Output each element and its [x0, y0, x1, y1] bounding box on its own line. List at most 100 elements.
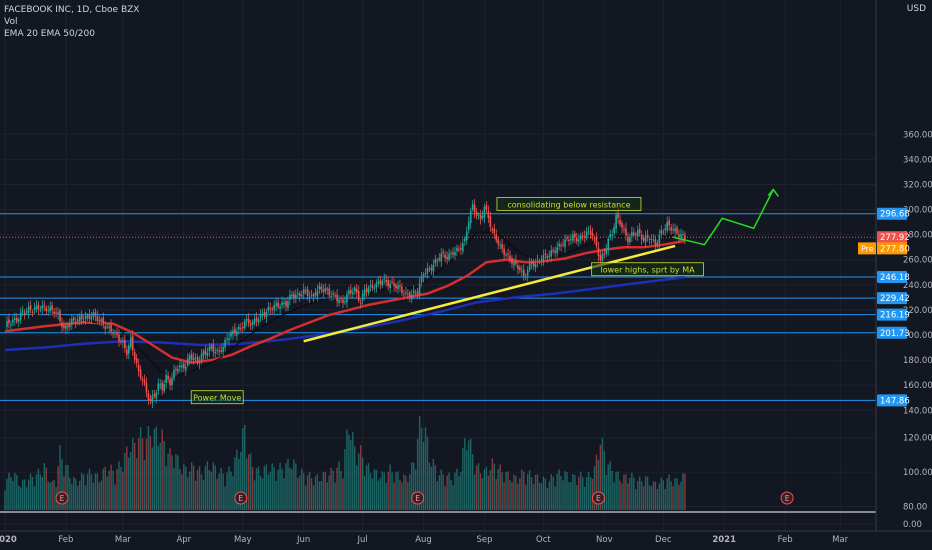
earnings-marker [234, 491, 248, 505]
candle-body [12, 319, 14, 323]
volume-bar [381, 471, 383, 510]
candle-body [519, 267, 521, 271]
candle-body [314, 292, 317, 296]
volume-bar [295, 463, 297, 510]
candle-body [495, 234, 498, 241]
candle-body [281, 302, 283, 306]
volume-bar [438, 475, 440, 510]
y-tick-label: 320.00 [903, 180, 932, 190]
volume-bar [114, 484, 116, 510]
volume-bar [503, 482, 505, 510]
volume-bar [414, 469, 417, 510]
candle-body [489, 216, 492, 228]
volume-bar [497, 468, 499, 510]
volume-bar [59, 445, 61, 510]
candle-body [336, 294, 338, 302]
candle-body [259, 313, 262, 318]
volume-bar [578, 476, 580, 510]
candle-body [625, 228, 627, 236]
candle-body [648, 238, 651, 240]
candle-body [550, 250, 553, 257]
volume-bar [289, 467, 291, 510]
candle-body [524, 276, 527, 278]
volume-bar [259, 475, 262, 510]
candle-body [479, 215, 482, 220]
candle-body [245, 319, 248, 321]
volume-bar [222, 473, 224, 510]
volume-bar [137, 438, 140, 510]
candle-body [39, 309, 42, 311]
candle-body [287, 301, 289, 309]
candle-body [552, 250, 555, 252]
legend-volume[interactable]: Vol [4, 17, 18, 27]
volume-bar [67, 464, 69, 510]
candle-body [175, 368, 177, 371]
legend-symbol[interactable]: FACEBOOK INC, 1D, Cboe BZX [4, 5, 140, 15]
candle-body [361, 293, 364, 301]
candle-body [613, 227, 615, 234]
candle-body [202, 351, 205, 356]
volume-bar [135, 458, 138, 510]
candle-body [666, 222, 669, 231]
legend-ema[interactable]: EMA 20 EMA 50/200 [4, 29, 95, 39]
volume-bar [615, 472, 617, 510]
x-tick-label: Mar [832, 535, 849, 545]
candle-body [631, 232, 633, 237]
volume-bar [525, 484, 527, 510]
volume-bar [31, 477, 34, 510]
volume-bar [379, 478, 382, 510]
candle-body [522, 269, 525, 277]
candle-body [330, 296, 332, 298]
candle-body [157, 383, 160, 391]
volume-bar [477, 463, 480, 510]
candle-body [216, 349, 219, 351]
volume-bar [20, 487, 22, 510]
volume-bar [597, 459, 600, 510]
volume-bar [149, 436, 152, 510]
volume-bar [226, 472, 228, 510]
volume-bar [88, 468, 91, 510]
candle-body [652, 239, 655, 241]
volume-bar [253, 480, 256, 510]
candle-body [438, 258, 441, 260]
volume-bar [452, 485, 454, 510]
volume-bar [324, 472, 326, 510]
volume-bar [580, 471, 582, 510]
candle-body [680, 234, 682, 237]
volume-bar [405, 475, 407, 510]
projection-path [672, 189, 774, 246]
volume-bar [340, 471, 342, 510]
volume-bar [57, 466, 59, 510]
candle-body [61, 322, 63, 328]
candle-body [621, 222, 623, 228]
candle-body [416, 291, 419, 294]
volume-bar [124, 452, 126, 510]
candle-body [638, 228, 641, 233]
volume-bar [387, 471, 389, 510]
candle-body [389, 283, 391, 289]
volume-bar [33, 486, 36, 510]
candle-body [568, 239, 570, 242]
volume-bar [356, 465, 358, 510]
candle-body [194, 357, 197, 359]
candle-body [422, 274, 425, 278]
volume-bar [454, 472, 456, 510]
volume-bar [310, 478, 313, 510]
candle-body [603, 253, 606, 255]
volume-bar [346, 429, 348, 510]
candle-body [171, 377, 173, 386]
candle-body [243, 321, 246, 329]
volume-bar [291, 469, 293, 510]
candle-body [668, 220, 670, 226]
candle-body [619, 220, 621, 225]
volume-bar [328, 475, 330, 510]
candle-body [139, 369, 142, 379]
volume-bar [116, 469, 118, 510]
candle-body [615, 214, 617, 229]
x-tick-label: Dec [655, 535, 672, 545]
candle-body [92, 312, 95, 318]
candle-body [232, 330, 234, 335]
candle-body [383, 278, 386, 280]
volume-bar [84, 485, 87, 510]
